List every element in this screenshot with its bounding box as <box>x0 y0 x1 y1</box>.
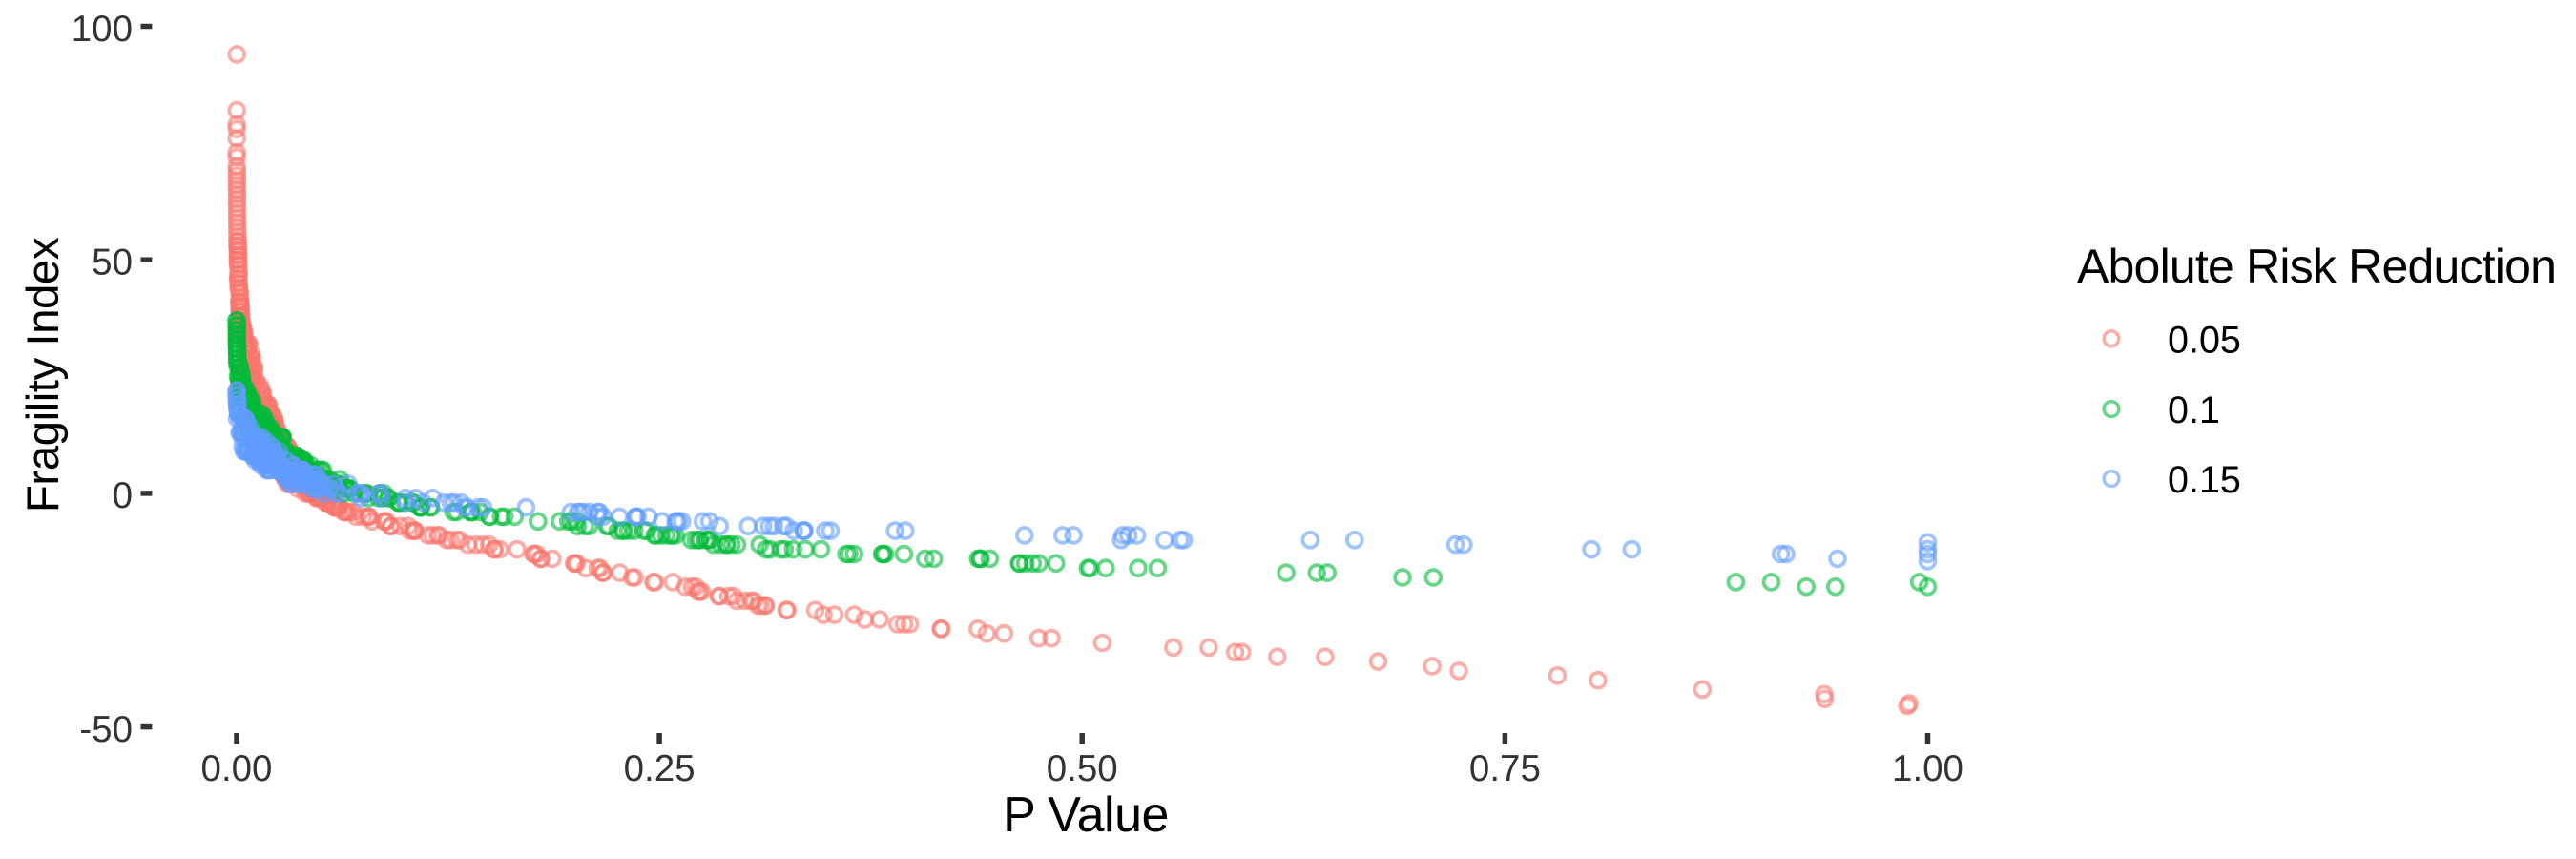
svg-text:-50: -50 <box>79 709 133 750</box>
svg-text:0.00: 0.00 <box>201 748 273 789</box>
svg-text:0.15: 0.15 <box>2168 459 2241 501</box>
svg-text:0.25: 0.25 <box>624 748 696 789</box>
svg-text:1.00: 1.00 <box>1892 748 1963 789</box>
svg-text:0.1: 0.1 <box>2168 389 2220 431</box>
svg-text:0.05: 0.05 <box>2168 320 2241 362</box>
svg-text:0.50: 0.50 <box>1047 748 1118 789</box>
svg-text:50: 50 <box>92 242 133 283</box>
svg-text:Abolute Risk Reduction: Abolute Risk Reduction <box>2077 240 2556 293</box>
svg-text:0: 0 <box>113 475 133 516</box>
svg-text:Fragility Index: Fragility Index <box>18 237 69 513</box>
svg-text:P Value: P Value <box>1003 787 1169 843</box>
svg-text:0.75: 0.75 <box>1469 748 1541 789</box>
svg-text:100: 100 <box>72 9 133 50</box>
